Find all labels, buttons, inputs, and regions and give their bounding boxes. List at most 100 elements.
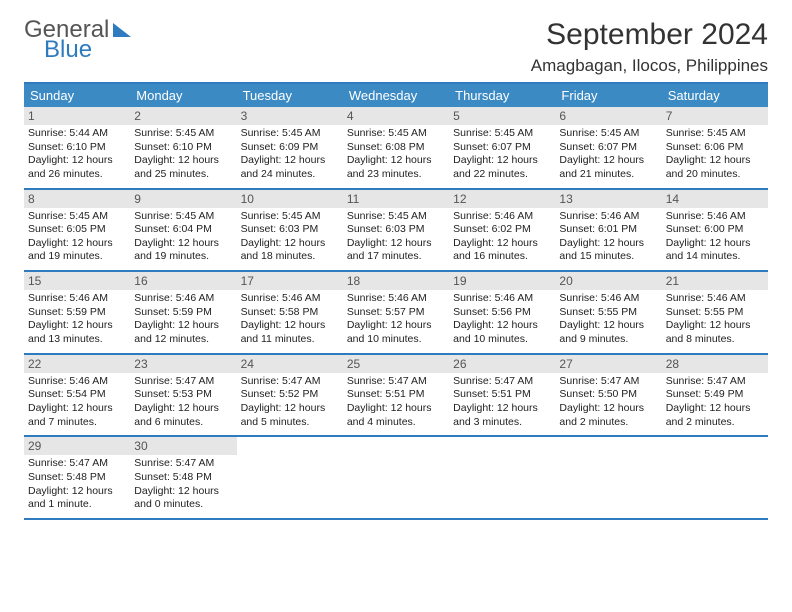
logo-text-blue: Blue bbox=[44, 38, 131, 62]
week-row: 15Sunrise: 5:46 AMSunset: 5:59 PMDayligh… bbox=[24, 272, 768, 355]
day-info-line: Daylight: 12 hours bbox=[453, 154, 551, 168]
weekday-friday: Friday bbox=[555, 84, 661, 107]
day-info-line: Sunrise: 5:47 AM bbox=[453, 375, 551, 389]
day-info-line: Sunrise: 5:46 AM bbox=[559, 292, 657, 306]
day-info-line: Daylight: 12 hours bbox=[559, 154, 657, 168]
day-info-line: Sunset: 6:01 PM bbox=[559, 223, 657, 237]
day-info-line: Daylight: 12 hours bbox=[28, 485, 126, 499]
day-info-line: Sunset: 6:09 PM bbox=[241, 141, 339, 155]
day-cell: 26 Sunrise: 5:47 AMSunset: 5:51 PMDayligh… bbox=[449, 355, 555, 436]
day-info-line: Daylight: 12 hours bbox=[28, 154, 126, 168]
day-number: 19 bbox=[449, 272, 555, 290]
day-info-line: and 22 minutes. bbox=[453, 168, 551, 182]
day-info-line: and 25 minutes. bbox=[134, 168, 232, 182]
day-info-line: and 8 minutes. bbox=[666, 333, 764, 347]
day-info-line: Sunset: 6:03 PM bbox=[241, 223, 339, 237]
day-cell: 21Sunrise: 5:46 AMSunset: 5:55 PMDayligh… bbox=[662, 272, 768, 353]
day-info-line: Daylight: 12 hours bbox=[241, 237, 339, 251]
day-info-line: Sunrise: 5:45 AM bbox=[28, 210, 126, 224]
day-number: 20 bbox=[555, 272, 661, 290]
day-info-line: Daylight: 12 hours bbox=[559, 237, 657, 251]
day-cell: 7Sunrise: 5:45 AMSunset: 6:06 PMDaylight… bbox=[662, 107, 768, 188]
day-info-line: Daylight: 12 hours bbox=[241, 154, 339, 168]
day-number: 21 bbox=[662, 272, 768, 290]
day-cell: 30Sunrise: 5:47 AMSunset: 5:48 PMDayligh… bbox=[130, 437, 236, 518]
day-info-line: and 7 minutes. bbox=[28, 416, 126, 430]
weekday-monday: Monday bbox=[130, 84, 236, 107]
day-number: 22 bbox=[24, 355, 130, 373]
day-info-line: Daylight: 12 hours bbox=[347, 237, 445, 251]
day-cell: 22Sunrise: 5:46 AMSunset: 5:54 PMDayligh… bbox=[24, 355, 130, 436]
day-info-line: Sunset: 6:03 PM bbox=[347, 223, 445, 237]
day-number: 28 bbox=[662, 355, 768, 373]
day-info-line: Sunset: 6:10 PM bbox=[134, 141, 232, 155]
day-info-line: Sunrise: 5:45 AM bbox=[666, 127, 764, 141]
day-number: 27 bbox=[555, 355, 661, 373]
day-number: 1 bbox=[24, 107, 130, 125]
day-info-line: Sunrise: 5:46 AM bbox=[241, 292, 339, 306]
day-info-line: and 13 minutes. bbox=[28, 333, 126, 347]
weekday-sunday: Sunday bbox=[24, 84, 130, 107]
day-cell: 19Sunrise: 5:46 AMSunset: 5:56 PMDayligh… bbox=[449, 272, 555, 353]
day-info-line: and 1 minute. bbox=[28, 498, 126, 512]
day-info-line: Sunrise: 5:45 AM bbox=[134, 210, 232, 224]
day-info-line: Sunrise: 5:46 AM bbox=[666, 210, 764, 224]
day-info-line: Sunset: 5:48 PM bbox=[134, 471, 232, 485]
day-info-line: Sunset: 5:58 PM bbox=[241, 306, 339, 320]
day-number: 15 bbox=[24, 272, 130, 290]
day-info-line: and 2 minutes. bbox=[559, 416, 657, 430]
day-number: 9 bbox=[130, 190, 236, 208]
day-info-line: Sunset: 6:07 PM bbox=[559, 141, 657, 155]
day-number: 6 bbox=[555, 107, 661, 125]
day-cell: 13Sunrise: 5:46 AMSunset: 6:01 PMDayligh… bbox=[555, 190, 661, 271]
day-info-line: Daylight: 12 hours bbox=[559, 319, 657, 333]
day-info-line: Daylight: 12 hours bbox=[666, 154, 764, 168]
day-info-line: Daylight: 12 hours bbox=[453, 402, 551, 416]
day-info-line: Daylight: 12 hours bbox=[666, 319, 764, 333]
day-cell: 4Sunrise: 5:45 AMSunset: 6:08 PMDaylight… bbox=[343, 107, 449, 188]
day-info-line: Sunset: 6:05 PM bbox=[28, 223, 126, 237]
day-info-line: Sunrise: 5:47 AM bbox=[241, 375, 339, 389]
day-info-line: Sunrise: 5:46 AM bbox=[28, 292, 126, 306]
day-number: 30 bbox=[130, 437, 236, 455]
day-cell: 17Sunrise: 5:46 AMSunset: 5:58 PMDayligh… bbox=[237, 272, 343, 353]
day-info-line: Sunrise: 5:46 AM bbox=[453, 210, 551, 224]
weekday-header-row: Sunday Monday Tuesday Wednesday Thursday… bbox=[24, 84, 768, 107]
day-number: 2 bbox=[130, 107, 236, 125]
day-number: 13 bbox=[555, 190, 661, 208]
day-cell: 9 Sunrise: 5:45 AMSunset: 6:04 PMDaylight… bbox=[130, 190, 236, 271]
day-info-line: and 24 minutes. bbox=[241, 168, 339, 182]
day-info-line: and 4 minutes. bbox=[347, 416, 445, 430]
day-info-line: Sunrise: 5:46 AM bbox=[28, 375, 126, 389]
day-info-line: and 15 minutes. bbox=[559, 250, 657, 264]
day-cell: 3Sunrise: 5:45 AMSunset: 6:09 PMDaylight… bbox=[237, 107, 343, 188]
day-info-line: and 10 minutes. bbox=[453, 333, 551, 347]
day-cell: 10Sunrise: 5:45 AMSunset: 6:03 PMDayligh… bbox=[237, 190, 343, 271]
day-cell: 2Sunrise: 5:45 AMSunset: 6:10 PMDaylight… bbox=[130, 107, 236, 188]
day-info-line: Sunset: 5:51 PM bbox=[347, 388, 445, 402]
day-number: 14 bbox=[662, 190, 768, 208]
day-info-line: Sunrise: 5:46 AM bbox=[347, 292, 445, 306]
day-number: 29 bbox=[24, 437, 130, 455]
day-cell: 23Sunrise: 5:47 AMSunset: 5:53 PMDayligh… bbox=[130, 355, 236, 436]
day-info-line: Sunset: 6:04 PM bbox=[134, 223, 232, 237]
day-cell: 18Sunrise: 5:46 AMSunset: 5:57 PMDayligh… bbox=[343, 272, 449, 353]
day-info-line: and 11 minutes. bbox=[241, 333, 339, 347]
day-info-line: Daylight: 12 hours bbox=[134, 237, 232, 251]
day-info-line: Sunset: 6:10 PM bbox=[28, 141, 126, 155]
day-info-line: Sunset: 5:51 PM bbox=[453, 388, 551, 402]
day-info-line: Sunset: 6:07 PM bbox=[453, 141, 551, 155]
day-number: 10 bbox=[237, 190, 343, 208]
day-info-line: Daylight: 12 hours bbox=[347, 154, 445, 168]
day-info-line: Sunrise: 5:45 AM bbox=[347, 210, 445, 224]
day-info-line: Sunset: 5:56 PM bbox=[453, 306, 551, 320]
day-info-line: Sunset: 6:08 PM bbox=[347, 141, 445, 155]
day-info-line: Sunrise: 5:47 AM bbox=[28, 457, 126, 471]
day-info-line: Sunset: 5:49 PM bbox=[666, 388, 764, 402]
day-info-line: and 3 minutes. bbox=[453, 416, 551, 430]
day-number: 26 bbox=[449, 355, 555, 373]
day-info-line: Daylight: 12 hours bbox=[453, 319, 551, 333]
day-number: 11 bbox=[343, 190, 449, 208]
day-cell: 27Sunrise: 5:47 AMSunset: 5:50 PMDayligh… bbox=[555, 355, 661, 436]
day-info-line: Sunrise: 5:47 AM bbox=[134, 457, 232, 471]
